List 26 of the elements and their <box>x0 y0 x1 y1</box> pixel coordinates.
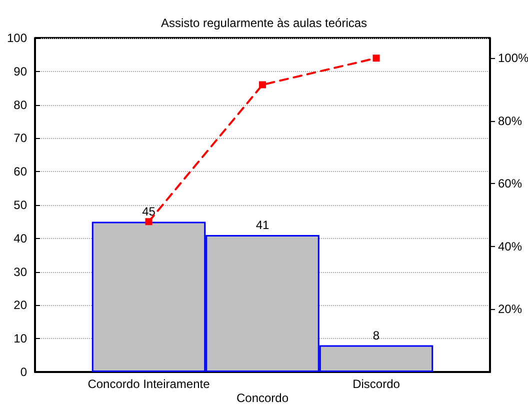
y-tick-label: 80 <box>14 98 28 112</box>
point <box>145 218 152 226</box>
point <box>259 81 266 88</box>
y-tick-label: 40 <box>14 231 28 246</box>
y-tick-label: 0 <box>20 365 28 379</box>
y-tick-label: 30 <box>14 264 28 279</box>
y-tick-label: 100 <box>6 31 28 45</box>
y2-tick-label: 100% <box>498 51 528 66</box>
chart-title: Assisto regularmente às aulas teóricas <box>160 16 368 30</box>
y-tick-label: 60 <box>14 164 28 179</box>
y-tick-label: 50 <box>14 198 28 212</box>
y-tick-label: 10 <box>14 332 28 346</box>
y-tick-label: 20 <box>14 298 28 312</box>
y-tick-label: 70 <box>14 131 28 146</box>
x-tick-label: Discordo <box>352 377 400 391</box>
data-label: 41 <box>256 218 270 232</box>
y2-tick-label: 80% <box>498 114 522 128</box>
y2-tick-label: 20% <box>498 302 522 316</box>
x-tick-label: Concordo <box>236 391 289 405</box>
point <box>372 54 380 62</box>
y2-tick-label: 40% <box>498 239 522 254</box>
x-tick-label: Concordo Inteiramente <box>88 377 210 391</box>
y2-tick-label: 60% <box>498 176 522 191</box>
y-tick-label: 90 <box>14 64 28 78</box>
data-label: 45 <box>142 204 156 219</box>
data-label: 8 <box>372 328 380 342</box>
